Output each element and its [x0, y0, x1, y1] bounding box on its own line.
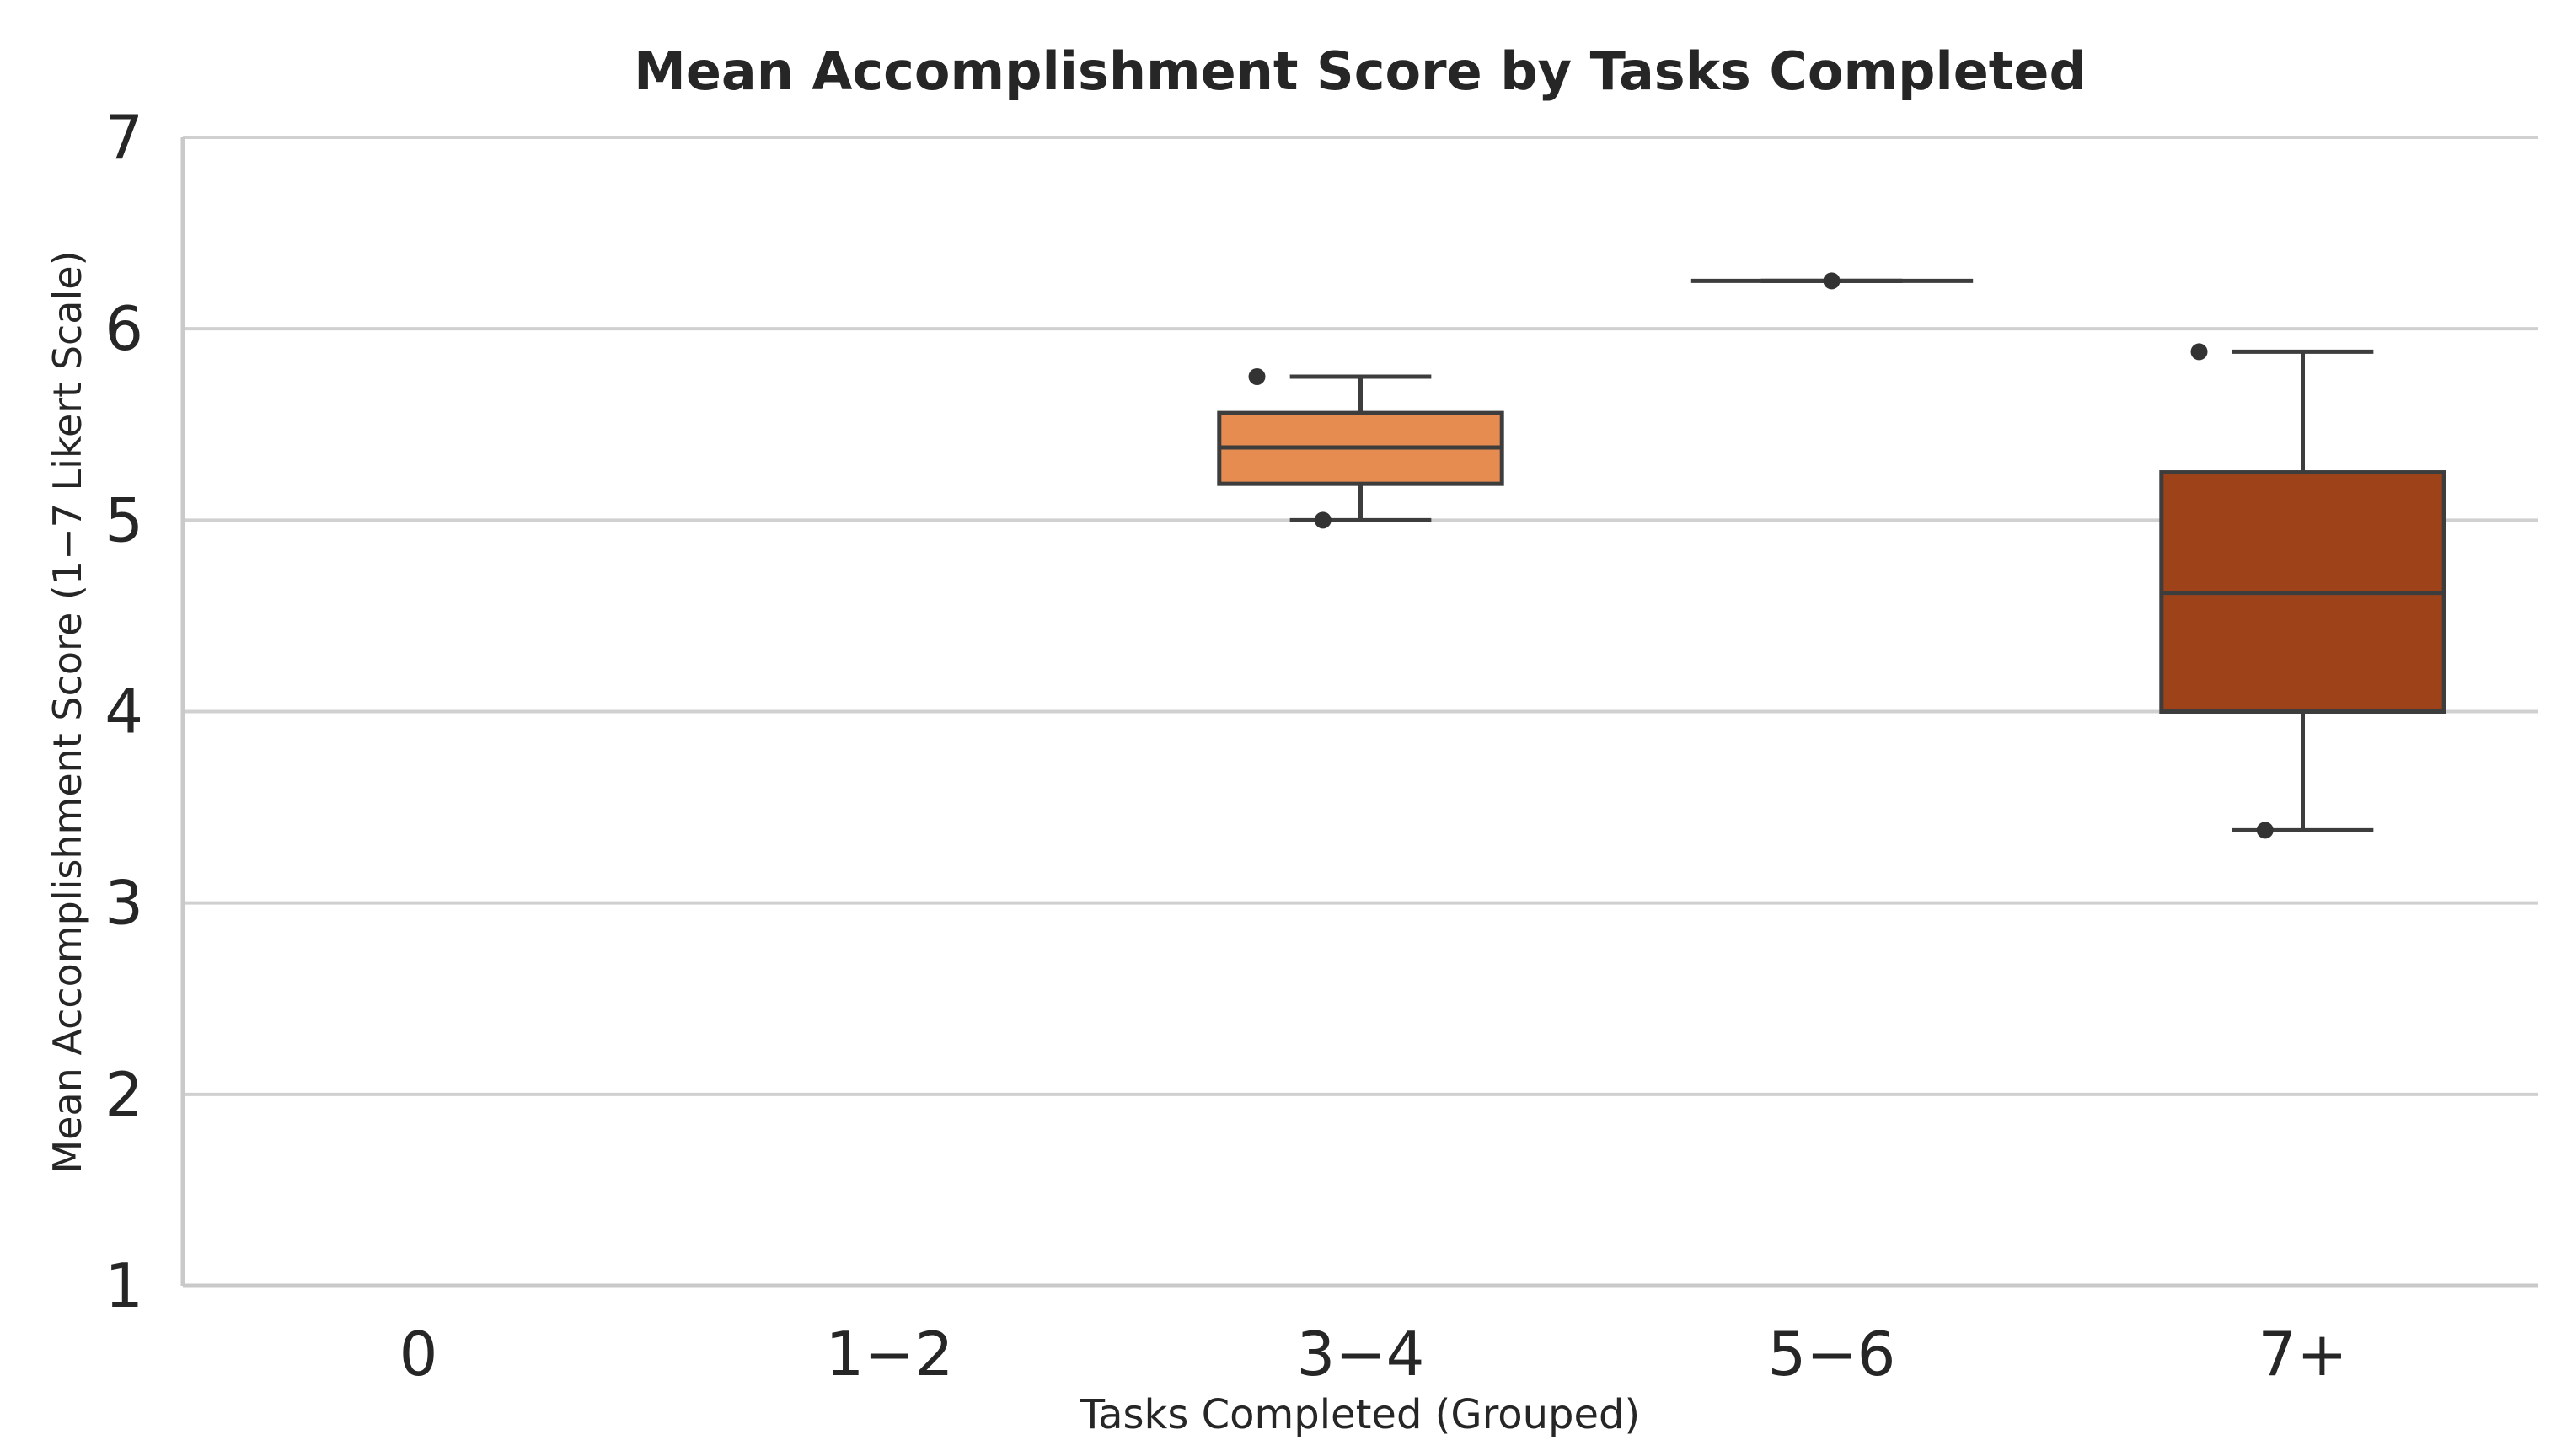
- x-tick-labels: 0 1−2 3−4 5−6 7+: [399, 1319, 2348, 1389]
- y-tick-label-5: 5: [104, 484, 143, 555]
- x-tick-label-4: 7+: [2258, 1319, 2347, 1389]
- box-group-4: [2159, 343, 2446, 839]
- y-tick-label-4: 4: [104, 677, 143, 747]
- boxes: [1217, 272, 2446, 839]
- grid-lines: [183, 136, 2538, 1096]
- data-point-0: [1248, 367, 1266, 385]
- chart-title: Mean Accomplishment Score by Tasks Compl…: [634, 40, 2087, 102]
- data-point-0: [1823, 272, 1841, 290]
- axes: [180, 137, 2538, 1288]
- data-point-0: [2190, 343, 2208, 361]
- x-tick-label-2: 3−4: [1297, 1319, 1425, 1389]
- y-tick-label-6: 6: [104, 293, 143, 364]
- y-tick-label-7: 7: [104, 102, 143, 173]
- x-axis-label: Tasks Completed (Grouped): [1080, 1391, 1641, 1438]
- data-point-1: [2256, 822, 2274, 839]
- data-point-1: [1314, 511, 1332, 529]
- x-tick-label-0: 0: [399, 1319, 438, 1389]
- x-tick-label-1: 1−2: [826, 1319, 954, 1389]
- y-tick-label-1: 1: [104, 1250, 143, 1321]
- y-tick-label-2: 2: [104, 1059, 143, 1130]
- y-tick-labels: 1 2 3 4 5 6 7: [104, 102, 143, 1321]
- x-tick-label-3: 5−6: [1768, 1319, 1896, 1389]
- y-tick-label-3: 3: [104, 868, 143, 939]
- box-group-3: [1690, 272, 1974, 290]
- box-group-2: [1217, 367, 1504, 529]
- y-axis-label: Mean Accomplishment Score (1−7 Likert Sc…: [45, 250, 90, 1173]
